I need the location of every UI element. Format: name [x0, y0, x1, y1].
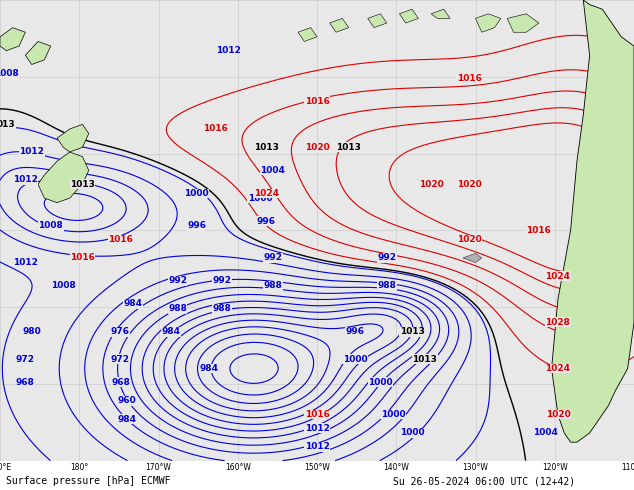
Text: Surface pressure [hPa] ECMWF: Surface pressure [hPa] ECMWF: [6, 476, 171, 486]
Polygon shape: [399, 9, 418, 23]
Text: 1013: 1013: [412, 355, 437, 364]
Text: 1012: 1012: [304, 442, 330, 451]
Text: 980: 980: [22, 327, 41, 336]
Text: 988: 988: [263, 281, 282, 290]
Text: Su 26-05-2024 06:00 UTC (12+42): Su 26-05-2024 06:00 UTC (12+42): [393, 476, 575, 486]
Text: 1013: 1013: [254, 143, 279, 152]
Polygon shape: [368, 14, 387, 27]
Text: 988: 988: [168, 304, 187, 313]
Text: 140°W: 140°W: [384, 464, 409, 472]
Text: 1012: 1012: [216, 46, 241, 55]
Text: 1024: 1024: [254, 189, 279, 198]
Text: 1024: 1024: [545, 272, 571, 281]
Text: 984: 984: [162, 327, 181, 336]
Polygon shape: [57, 124, 89, 152]
Text: 160°W: 160°W: [225, 464, 250, 472]
Text: 968: 968: [111, 378, 130, 387]
Text: 972: 972: [111, 355, 130, 364]
Text: 180°: 180°: [70, 464, 88, 472]
Polygon shape: [25, 42, 51, 65]
Text: 1013: 1013: [399, 327, 425, 336]
Text: 996: 996: [346, 327, 365, 336]
Text: 1008: 1008: [0, 69, 19, 78]
Text: 1016: 1016: [108, 235, 133, 244]
Text: 1016: 1016: [70, 253, 95, 263]
Text: 1000: 1000: [184, 189, 209, 198]
Text: 1000: 1000: [381, 410, 405, 419]
Text: 1020: 1020: [456, 180, 482, 189]
Text: 1016: 1016: [203, 124, 228, 133]
Polygon shape: [38, 152, 89, 203]
Text: 996: 996: [257, 217, 276, 225]
Text: 960: 960: [117, 396, 136, 405]
Text: 972: 972: [16, 355, 35, 364]
Text: 984: 984: [124, 299, 143, 309]
Text: 988: 988: [377, 281, 396, 290]
Text: 120°W: 120°W: [542, 464, 567, 472]
Text: 1004: 1004: [260, 166, 285, 175]
Polygon shape: [552, 0, 634, 442]
Text: 988: 988: [212, 304, 231, 313]
Text: 1000: 1000: [368, 378, 392, 387]
Text: 1028: 1028: [545, 318, 571, 327]
Text: 984: 984: [117, 415, 136, 424]
Text: 130°W: 130°W: [463, 464, 488, 472]
Text: 1020: 1020: [456, 235, 482, 244]
Polygon shape: [0, 27, 25, 50]
Text: 992: 992: [212, 276, 231, 286]
Text: 1016: 1016: [304, 97, 330, 106]
Text: 1012: 1012: [13, 258, 38, 267]
Polygon shape: [330, 19, 349, 32]
Text: 013: 013: [0, 120, 16, 129]
Text: 110°W: 110°W: [621, 464, 634, 472]
Text: 013: 013: [0, 120, 16, 129]
Text: 1024: 1024: [545, 364, 571, 373]
Text: 992: 992: [168, 276, 187, 286]
Text: 992: 992: [377, 253, 396, 263]
Text: 1020: 1020: [304, 143, 330, 152]
Polygon shape: [463, 253, 482, 263]
Text: 984: 984: [200, 364, 219, 373]
Text: 1013: 1013: [336, 143, 361, 152]
Text: 992: 992: [263, 253, 282, 263]
Text: 150°W: 150°W: [304, 464, 330, 472]
Text: 170°E: 170°E: [0, 464, 11, 472]
Text: 1020: 1020: [418, 180, 444, 189]
Text: 996: 996: [187, 221, 206, 230]
Text: 1016: 1016: [456, 74, 482, 83]
Polygon shape: [431, 9, 450, 19]
Text: 968: 968: [16, 378, 35, 387]
Text: 170°W: 170°W: [146, 464, 171, 472]
Polygon shape: [507, 14, 539, 32]
Polygon shape: [298, 27, 317, 42]
Text: 1008: 1008: [51, 281, 76, 290]
Text: 1016: 1016: [526, 226, 552, 235]
Text: 1012: 1012: [13, 175, 38, 184]
Text: 1000: 1000: [343, 355, 367, 364]
Text: 1020: 1020: [545, 410, 571, 419]
Text: 1013: 1013: [70, 180, 95, 189]
Text: 1008: 1008: [38, 221, 63, 230]
Polygon shape: [476, 14, 501, 32]
Text: 1000: 1000: [400, 428, 424, 438]
Text: 1013: 1013: [70, 180, 95, 189]
Text: 1004: 1004: [533, 428, 558, 438]
Text: 1012: 1012: [19, 147, 44, 156]
Text: 1000: 1000: [248, 194, 272, 202]
Text: 976: 976: [111, 327, 130, 336]
Text: 1016: 1016: [304, 410, 330, 419]
Text: 1012: 1012: [304, 424, 330, 433]
